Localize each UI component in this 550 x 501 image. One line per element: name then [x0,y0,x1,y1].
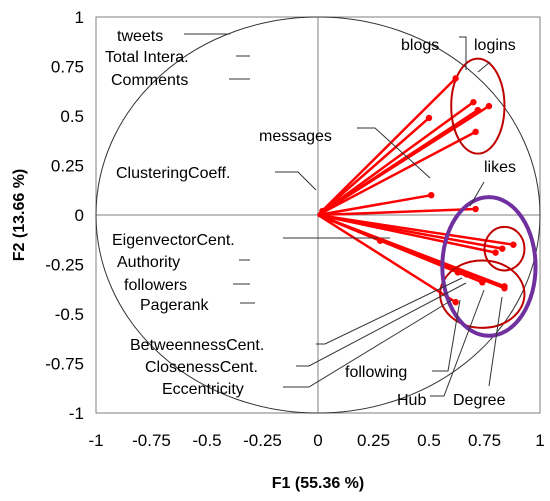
point-eigenvectorcent [510,241,517,248]
point-logins [472,128,479,136]
label-blogs: blogs [401,37,439,54]
point-degree [501,283,508,290]
label-hub: Hub [397,392,426,409]
leader-line-betweennesscent [316,277,463,345]
y-tick-label: 0.25 [51,157,84,176]
x-axis-title: F1 (55.36 %) [272,475,364,492]
leader-line-blogs [459,36,467,70]
vector-likes [317,207,476,217]
point-closenesscent [463,271,470,278]
y-tick-label: -0.5 [55,305,84,324]
y-axis-title: F2 (13.66 %) [11,169,28,261]
group-circle [483,225,526,272]
label-followers: followers [124,277,187,294]
x-tick-label: 0 [313,431,322,450]
vector-comments [317,109,479,217]
label-following: following [345,364,407,381]
vector-eccentricity [317,213,457,304]
point-likes [472,205,479,213]
point-betweennesscent [454,269,462,276]
label-messages: messages [259,128,332,145]
point-clusteringcoeff [319,207,326,215]
groups-layer [439,57,538,338]
point-messages [428,192,435,199]
label-pagerank: Pagerank [140,297,209,314]
label-tweets: tweets [117,28,163,45]
label-clusteringcoeff: ClusteringCoeff. [116,165,230,182]
point-unlabeled [425,114,433,122]
label-logins: logins [474,37,516,54]
points-layer [319,75,517,306]
label-comments: Comments [111,72,188,89]
y-tick-label: -1 [69,404,84,423]
point-followers [492,249,499,256]
group-circle [439,259,526,329]
x-tick-label: 0.5 [417,431,441,450]
y-tick-label: 0.5 [60,107,84,126]
label-eigenvectorcent: EigenvectorCent. [112,232,235,249]
label-likes: likes [484,159,516,176]
x-tick-label: -0.5 [192,431,221,450]
x-tick-label: -0.75 [132,431,171,450]
group-circle [450,57,506,155]
y-tick-label: -0.25 [45,256,84,275]
label-eccentricity: Eccentricity [162,381,244,398]
label-total-intera: Total Intera. [105,49,189,66]
group-ellipse [440,195,538,338]
point-total-intera [485,102,493,110]
label-betweennesscent: BetweennessCent. [130,337,264,354]
point-tweets [470,98,477,106]
x-tick-label: 1 [535,431,544,450]
leader-line-likes [469,181,485,207]
leader-line-messages [357,127,431,179]
vector-logins [317,130,477,217]
x-tick-label: 0.75 [468,431,501,450]
x-tick-labels: -1 -0.75 -0.5 -0.25 0 0.25 0.5 0.75 1 [88,431,544,450]
labels-layer: tweets Total Intera. Comments blogs logins me… [105,28,516,409]
point-authority [499,245,506,252]
leader-line-following [432,299,461,372]
leader-line-closenesscent [296,282,467,367]
y-tick-label: 0.75 [51,58,84,77]
point-comments [474,106,482,114]
x-tick-label: 0.25 [357,431,390,450]
point-pagerank [376,237,384,244]
x-tick-label: -1 [88,431,103,450]
vector-tweets [317,101,475,217]
vector-followers [317,213,496,254]
y-tick-label: -0.75 [45,355,84,374]
label-degree: Degree [453,392,506,409]
y-tick-labels: 1 0.75 0.5 0.25 0 -0.25 -0.5 -0.75 -1 [45,8,84,423]
leader-line-clusteringcoeff [275,171,317,191]
vector-messages [317,193,432,217]
leader-line-eccentricity [283,299,453,388]
vector-blogs [317,77,457,216]
unit-circle [95,16,541,414]
point-eccentricity [452,298,459,306]
vectors-layer [317,77,514,304]
leader-line-degree [488,296,503,387]
point-following [479,279,486,286]
label-closenesscent: ClosenessCent. [145,359,258,376]
y-tick-label: 1 [75,8,84,27]
label-authority: Authority [117,254,180,271]
y-tick-label: 0 [75,206,84,225]
vector-degree [317,213,505,288]
leader-lines-layer [184,33,503,397]
leader-line-hub [430,289,485,397]
vector-unlabeled [317,117,430,216]
leader-line-logins [477,61,491,73]
point-blogs [452,75,459,82]
x-tick-label: -0.25 [243,431,282,450]
